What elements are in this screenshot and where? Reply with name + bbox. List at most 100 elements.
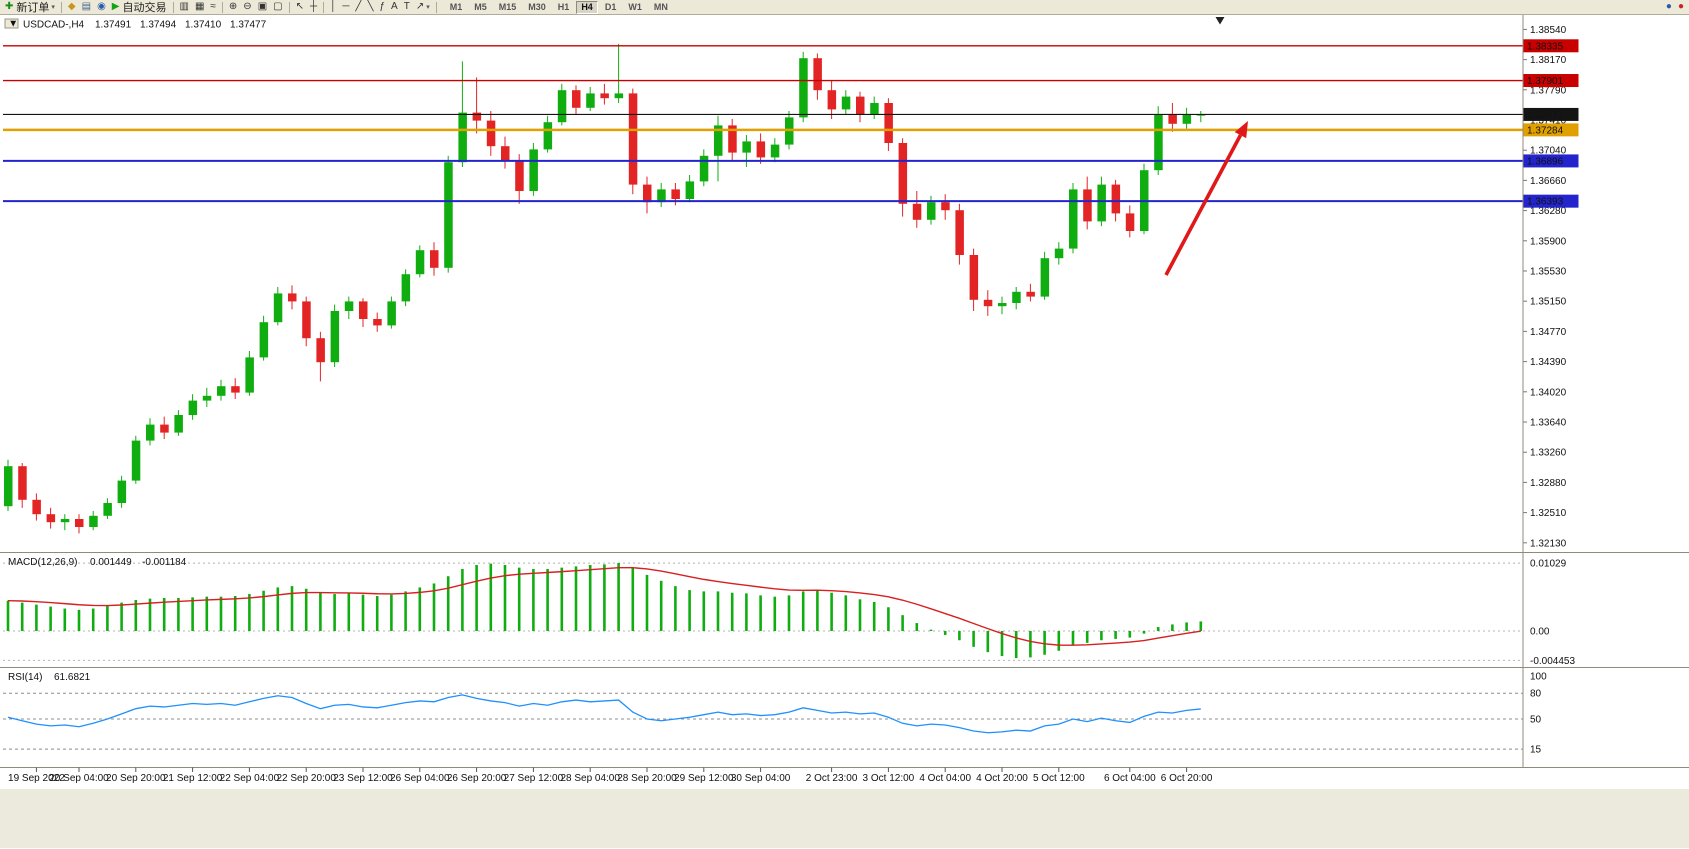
trend-arrow-head <box>1234 121 1248 139</box>
navigator-button[interactable]: ◆ <box>66 1 78 14</box>
candle-body <box>430 250 439 268</box>
cursor-icon: ↖ <box>295 1 304 12</box>
price-badge-label: 1.37284 <box>1527 125 1564 136</box>
candle-body <box>927 202 936 220</box>
cursor-button[interactable]: ↖ <box>294 1 306 14</box>
timeframe-h1[interactable]: H1 <box>557 2 570 12</box>
candle-body <box>941 202 950 211</box>
candle-body <box>75 519 84 527</box>
timeframe-h4[interactable]: H4 <box>576 0 598 14</box>
status-area <box>0 789 1689 848</box>
text-button[interactable]: A <box>389 1 400 14</box>
bar-chart-button[interactable]: ▥ <box>178 1 191 14</box>
candle-body <box>998 303 1007 307</box>
timeframe-m1[interactable]: M1 <box>449 2 463 12</box>
zoom-in-button[interactable]: ⊕ <box>227 1 239 14</box>
candle-body <box>273 293 283 323</box>
time-axis-label: 22 Sep 04:00 <box>220 773 280 784</box>
vertical-line-icon: │ <box>330 1 337 12</box>
price-scale-label: 1.32130 <box>1530 538 1567 549</box>
autotrade-button[interactable]: ▶ 自动交易 <box>110 1 169 15</box>
candle-body <box>160 424 169 433</box>
vertical-line-button[interactable]: │ <box>328 1 338 14</box>
toolbar-button-label: 新订单 <box>16 2 50 14</box>
chart-background <box>0 15 1689 789</box>
timeframe-w1[interactable]: W1 <box>628 2 642 12</box>
candle-body <box>1026 291 1035 297</box>
candle-body <box>1168 114 1177 124</box>
horizontal-line-button[interactable]: ─ <box>340 1 351 14</box>
label-button[interactable]: T <box>402 1 412 14</box>
candle-body <box>1069 189 1078 249</box>
chevron-down-icon: ▾ <box>51 4 55 11</box>
price-scale-label: 1.36660 <box>1530 176 1567 187</box>
toolbar-separator <box>60 1 62 13</box>
new-order-button[interactable]: ✚ 新订单 ▾ <box>3 1 57 15</box>
candle-body <box>742 141 751 153</box>
record-icon[interactable]: ● <box>1677 1 1684 12</box>
price-scale-label: 1.38170 <box>1530 55 1567 66</box>
rsi-axis-label: 80 <box>1530 689 1542 700</box>
time-axis-label: 22 Sep 20:00 <box>276 773 336 784</box>
candle-body <box>671 189 680 199</box>
quote-close: 1.37477 <box>230 20 267 31</box>
timeframe-mn[interactable]: MN <box>653 2 668 12</box>
timeframe-m30[interactable]: M30 <box>528 2 546 12</box>
macd-label: MACD(12,26,9) <box>8 557 77 568</box>
arrows-button[interactable]: ↗ ▾ <box>414 1 432 14</box>
candle-body <box>572 90 581 108</box>
market-watch-button[interactable]: ▤ <box>80 1 93 14</box>
crosshair-button[interactable]: ┼ <box>308 1 319 14</box>
text-icon: A <box>391 1 398 12</box>
candlestick-chart-button[interactable]: ▦ <box>193 1 206 14</box>
candle-body <box>1196 114 1206 116</box>
chart-menu-button[interactable] <box>4 18 19 29</box>
candle-body <box>245 357 254 393</box>
auto-arrange-button[interactable]: ▢ <box>271 1 284 14</box>
arrows-icon: ↗ <box>415 1 425 12</box>
candle-body <box>1154 114 1163 171</box>
line-chart-button[interactable]: ≈ <box>208 1 218 14</box>
candle-body <box>32 499 41 515</box>
timeframe-m5[interactable]: M5 <box>474 2 487 12</box>
macd-signal-value: -0.001184 <box>142 557 187 568</box>
candle-body <box>486 120 496 147</box>
time-axis-label: 26 Sep 20:00 <box>447 773 507 784</box>
candle-body <box>1125 213 1135 231</box>
candle-body <box>1040 258 1050 297</box>
tile-windows-icon: ▣ <box>257 1 268 12</box>
tile-windows-button[interactable]: ▣ <box>256 1 269 14</box>
time-axis-label: 3 Oct 12:00 <box>863 773 915 784</box>
time-axis-label: 29 Sep 12:00 <box>674 773 734 784</box>
candle-body <box>46 514 56 523</box>
candle-body <box>856 96 865 115</box>
community-icon[interactable]: ● <box>1665 1 1672 12</box>
trendline-button[interactable]: ╱ <box>353 1 363 14</box>
channel-button[interactable]: ╲ <box>365 1 375 14</box>
time-axis-label: 19 Sep 2022 <box>8 773 65 784</box>
candle-body <box>4 466 13 507</box>
candle-body <box>501 146 510 161</box>
candle-body <box>543 122 553 150</box>
candle-body <box>415 250 425 275</box>
candle-body <box>884 103 893 143</box>
trend-arrow-annotation[interactable] <box>1164 134 1243 276</box>
timeframe-m15[interactable]: M15 <box>498 2 517 12</box>
candle-body <box>799 58 808 118</box>
chart-canvas[interactable]: 1.38540 1.38170 1.37790 1.37410 1.37040 1.366… <box>0 15 1689 848</box>
candle-body <box>557 90 567 123</box>
candle-body <box>728 125 737 153</box>
timeframe-d1[interactable]: D1 <box>604 2 617 12</box>
candle-body <box>1097 184 1106 222</box>
zoom-out-icon: ⊖ <box>243 1 252 12</box>
candle-body <box>614 93 624 99</box>
zoom-out-button[interactable]: ⊖ <box>241 1 253 14</box>
terminal-button[interactable]: ◉ <box>95 1 108 14</box>
fibonacci-button[interactable]: ƒ <box>377 1 387 14</box>
candle-body <box>316 338 325 363</box>
macd-axis-label: 0.01029 <box>1530 559 1567 570</box>
rsi-axis-label: 15 <box>1530 745 1542 756</box>
fibonacci-icon: ƒ <box>379 1 386 12</box>
macd-axis-label: -0.004453 <box>1530 656 1575 667</box>
quote-open: 1.37491 <box>95 20 132 31</box>
